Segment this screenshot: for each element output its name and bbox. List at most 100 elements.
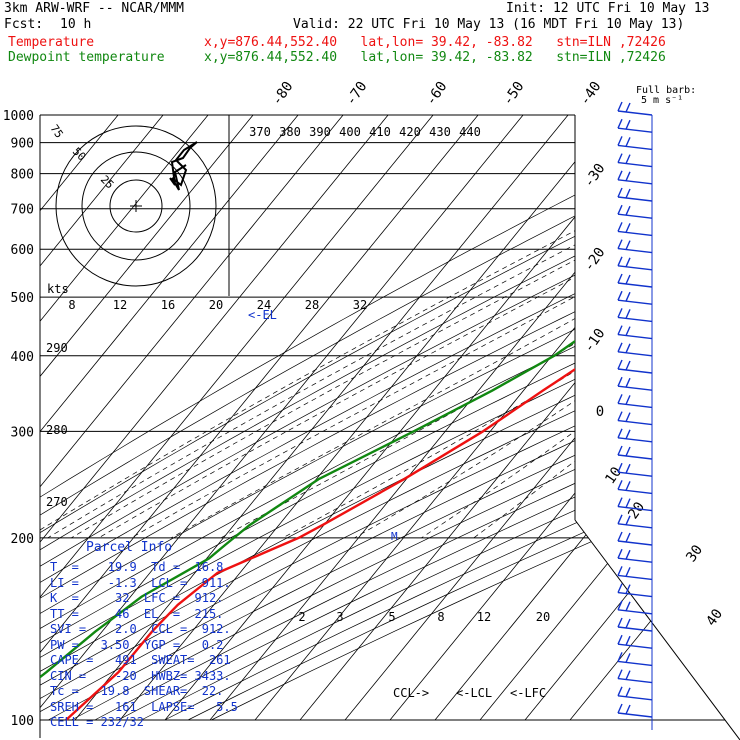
theta-e-label: 380: [279, 125, 301, 139]
dry-adiabat-line: [40, 115, 740, 721]
dry-adiabat-line: [48, 115, 740, 721]
parcel-info-row: K = 32 LFC = 912.: [50, 591, 224, 605]
speed-tick-label: 20: [209, 298, 223, 312]
isotherm-label: -20: [581, 245, 609, 275]
wind-barb: [617, 609, 653, 615]
dry-adiabat-line: [141, 115, 740, 721]
wind-barb-flag: [617, 256, 623, 267]
wind-barb: [617, 127, 653, 133]
moist-adiabat-line: [354, 115, 740, 539]
wind-barb-flag: [617, 531, 623, 542]
wind-barb: [617, 213, 653, 219]
speed-tick-label: 24: [257, 298, 271, 312]
wind-barb-flag: [625, 257, 631, 268]
wind-barb-flag: [617, 204, 623, 215]
el-annotation: <-EL: [248, 308, 277, 322]
isotherm-line: [40, 115, 164, 721]
wind-barb: [617, 161, 653, 168]
wind-barb: [617, 557, 653, 563]
parcel-info-row: Tc = 19.8 SHEAR= 22.: [50, 684, 224, 698]
isotherm-line: [524, 115, 740, 721]
dry-adiabat-line: [40, 115, 740, 721]
dry-adiabat-line: [40, 115, 740, 721]
parcel-info-row: T = 19.9 Td = 16.8: [50, 560, 224, 574]
wind-barb-flag: [617, 462, 623, 473]
wind-barb-flag: [617, 600, 623, 611]
pressure-tick-label: 1000: [3, 109, 34, 124]
isotherm-label: 10: [602, 464, 625, 487]
pressure-tick-label: 800: [11, 168, 34, 183]
wind-barb-flag: [617, 290, 623, 301]
isotherm-label: -80: [269, 79, 297, 109]
parcel-info-row: PW = 3.50 YGP = 0.2: [50, 637, 224, 652]
wind-barb: [617, 540, 653, 546]
model-title: 3km ARW-WRF -- NCAR/MMM: [4, 1, 185, 16]
wind-barb-flag: [617, 428, 623, 439]
moist-adiabat-line: [282, 115, 740, 539]
pressure-tick-label: 100: [11, 714, 34, 729]
isotherm-label: -50: [500, 79, 528, 109]
right-axis-diagonal: [574, 519, 740, 740]
dry-adiabat-line: [211, 115, 740, 721]
hodograph-ring-label: 50: [70, 145, 89, 164]
theta-label: 270: [46, 495, 68, 509]
wind-barb: [617, 437, 653, 443]
wind-barb: [617, 144, 653, 151]
wind-barb: [617, 402, 653, 409]
wind-barb: [617, 712, 653, 718]
wind-barb-flag: [625, 154, 631, 164]
theta-e-label: 390: [309, 125, 331, 139]
wind-barb-flag: [617, 652, 623, 662]
dewpoint-location-info: x,y=876.44,552.40 lat,lon= 39.42, -83.82…: [204, 50, 666, 65]
hodograph-ring: [55, 125, 217, 287]
parcel-info-row: CIN = -20 HWBZ= 3433.: [50, 668, 231, 683]
dry-adiabat-line: [40, 115, 740, 721]
wind-barb: [617, 196, 653, 202]
wind-barb-flag: [617, 669, 623, 679]
wind-barb-flag: [617, 325, 623, 335]
wind-barb-flag: [625, 618, 631, 629]
wind-barb: [617, 299, 653, 305]
mixing-ratio-label: 20: [536, 610, 550, 624]
speed-tick-label: 16: [161, 298, 175, 312]
isotherm-line: [164, 115, 659, 721]
isotherm-line: [40, 115, 254, 721]
wind-barb: [617, 385, 653, 391]
hodograph-unit: kts: [47, 282, 69, 296]
speed-tick-label: 32: [353, 298, 367, 312]
wind-barb-flag: [625, 515, 631, 526]
parcel-info-title: Parcel Info: [86, 540, 173, 555]
wind-barb-flag: [617, 222, 623, 232]
theta-label: 280: [46, 423, 68, 437]
wind-barb-flag: [625, 205, 631, 216]
lfc-annotation: <-LFC: [510, 686, 546, 700]
wind-barb: [617, 351, 653, 357]
pressure-tick-label: 300: [11, 425, 34, 440]
wind-barb-flag: [625, 412, 631, 422]
pressure-tick-label: 600: [11, 243, 34, 258]
isotherm-line: [434, 115, 740, 721]
isotherm-label: -70: [343, 79, 371, 109]
barb-header-units: 5 m s⁻¹: [641, 95, 683, 106]
wind-barb-flag: [617, 548, 623, 559]
isotherm-line: [40, 115, 344, 721]
wind-barb: [617, 333, 653, 340]
isotherm-line: [209, 115, 704, 721]
isotherm-line: [479, 115, 740, 721]
isotherm-line: [40, 115, 209, 721]
wind-barb-flag: [625, 601, 631, 612]
parcel-info-row: TT = 46 EL = 215.: [50, 606, 224, 621]
wind-barb: [617, 316, 653, 323]
wind-barb: [617, 626, 653, 632]
wind-barb-flag: [617, 617, 623, 628]
wind-barb-flag: [617, 136, 623, 146]
mixing-ratio-label: 2: [298, 610, 305, 624]
pressure-tick-label: 200: [11, 532, 34, 547]
wind-barb-flag: [625, 687, 631, 698]
wind-barb-flag: [617, 686, 623, 697]
theta-e-label: 370: [249, 125, 271, 139]
pressure-tick-label: 400: [11, 350, 34, 365]
moist-adiabat-line: [220, 115, 740, 539]
